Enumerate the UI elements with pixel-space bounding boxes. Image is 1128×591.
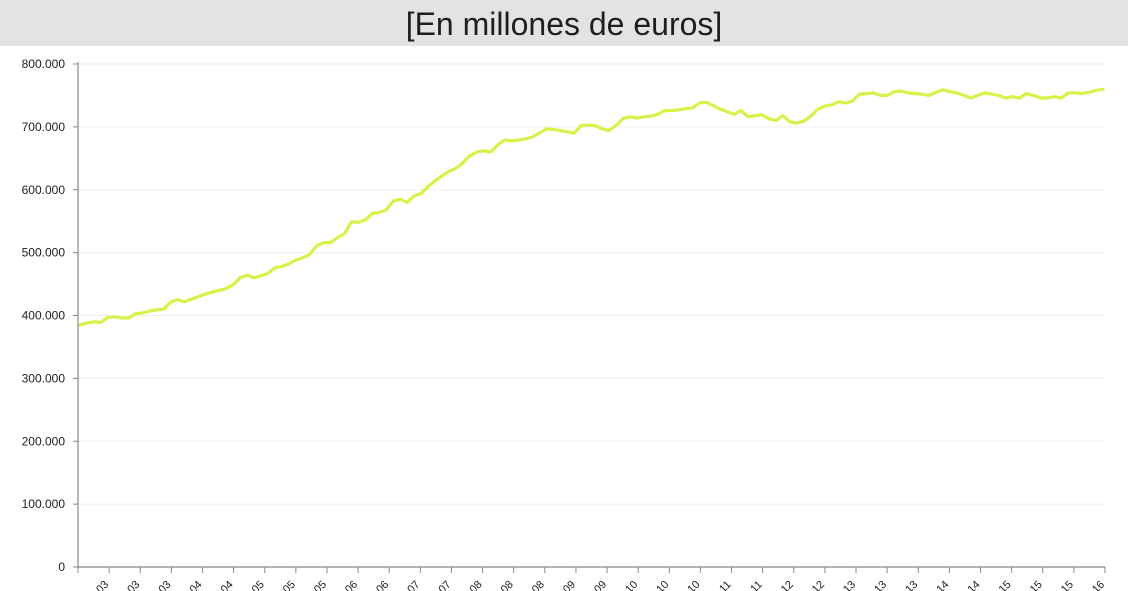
x-tick-label: 03	[94, 579, 111, 591]
x-tick-label: 09	[592, 579, 609, 591]
x-tick-label: 08	[530, 579, 547, 591]
y-tick-label: 800.000	[22, 57, 66, 71]
y-tick-label: 700.000	[22, 120, 66, 134]
x-tick-label: 10	[623, 579, 640, 591]
x-tick-label: 12	[810, 579, 827, 591]
series-line	[78, 87, 1105, 327]
x-tick-label: 03	[125, 579, 142, 591]
x-tick-label: 05	[281, 579, 298, 591]
x-tick-label: 16	[1090, 579, 1107, 591]
x-tick-label: 13	[903, 579, 920, 591]
x-tick-label: 10	[685, 579, 702, 591]
y-axis-ticks: 0 100.000 200.000 300.000 400.000 500.000 600.…	[22, 57, 78, 574]
x-tick-label: 14	[965, 579, 982, 591]
chart-subtitle: [En millones de euros]	[405, 6, 723, 42]
x-tick-label: 15	[1059, 579, 1076, 591]
x-tick-label: 12	[779, 579, 796, 591]
x-tick-label: 05	[312, 579, 329, 591]
x-tick-label: 09	[561, 579, 578, 591]
x-tick-label: 08	[499, 579, 516, 591]
x-tick-label: 03	[156, 579, 173, 591]
y-tick-label: 100.000	[22, 497, 66, 511]
x-tick-label: 11	[717, 579, 734, 591]
x-tick-label: 13	[841, 579, 858, 591]
x-tick-label: 05	[250, 579, 267, 591]
x-tick-label: 10	[654, 579, 671, 591]
y-tick-label: 600.000	[22, 183, 66, 197]
x-tick-label: 04	[187, 579, 204, 591]
x-tick-label: 15	[1028, 579, 1045, 591]
y-tick-label: 500.000	[22, 246, 66, 260]
x-tick-label: 07	[436, 579, 453, 591]
chart-header: [En millones de euros]	[0, 0, 1128, 46]
x-tick-label: 11	[748, 579, 765, 591]
x-axis-ticks: 03 03 03 04 04 05 05 05 06 06 07 07 08 08 08 09 09 10 10 10…	[77, 567, 1107, 591]
y-tick-label: 300.000	[22, 371, 66, 385]
x-tick-label: 08	[468, 579, 485, 591]
y-tick-label: 400.000	[22, 309, 66, 323]
x-tick-label: 06	[374, 579, 391, 591]
x-tick-label: 13	[872, 579, 889, 591]
x-tick-label: 06	[343, 579, 360, 591]
y-tick-label: 200.000	[22, 434, 66, 448]
x-tick-label: 04	[219, 579, 236, 591]
y-tick-label: 0	[58, 560, 65, 574]
x-tick-label: 07	[405, 579, 422, 591]
x-tick-label: 14	[934, 579, 951, 591]
x-tick-label: 15	[997, 579, 1014, 591]
